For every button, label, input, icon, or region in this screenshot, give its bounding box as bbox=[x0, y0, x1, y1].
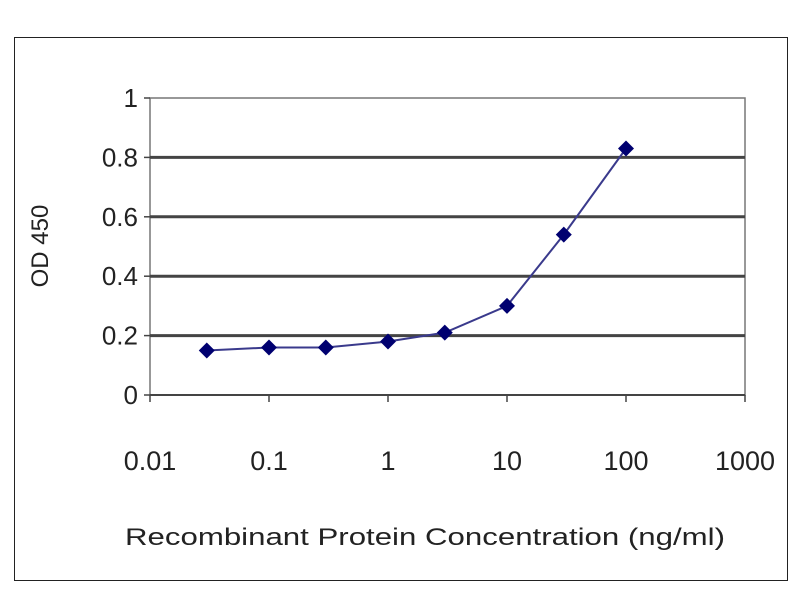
data-point-marker bbox=[317, 339, 334, 356]
chart-frame bbox=[14, 37, 788, 581]
series-line bbox=[206, 147, 627, 352]
data-point-marker bbox=[261, 339, 277, 356]
x-tick-label: 0.01 bbox=[124, 446, 177, 476]
x-axis-label: Recombinant Protein Concentration (ng/ml… bbox=[125, 524, 725, 551]
x-tick-label: 0.1 bbox=[250, 446, 288, 476]
y-tick-label: 0 bbox=[124, 380, 138, 410]
y-tick-label: 0.4 bbox=[102, 261, 138, 291]
y-tick-label: 0.8 bbox=[102, 142, 138, 172]
y-axis-label: OD 450 bbox=[27, 205, 54, 288]
data-point-marker bbox=[618, 140, 634, 157]
x-tick-label: 1 bbox=[380, 446, 395, 476]
x-tick-label: 100 bbox=[603, 446, 648, 476]
x-tick-label: 1000 bbox=[715, 446, 775, 476]
data-point-marker bbox=[380, 333, 396, 350]
y-tick-label: 0.6 bbox=[102, 202, 138, 232]
data-point-marker bbox=[499, 297, 515, 314]
y-tick-label: 0.2 bbox=[102, 321, 138, 351]
data-point-marker bbox=[555, 226, 572, 243]
y-tick-label: 1 bbox=[124, 83, 138, 113]
x-tick-label: 10 bbox=[492, 446, 522, 476]
data-point-marker bbox=[436, 324, 453, 341]
data-point-marker bbox=[198, 342, 215, 359]
plot-area bbox=[149, 97, 746, 396]
